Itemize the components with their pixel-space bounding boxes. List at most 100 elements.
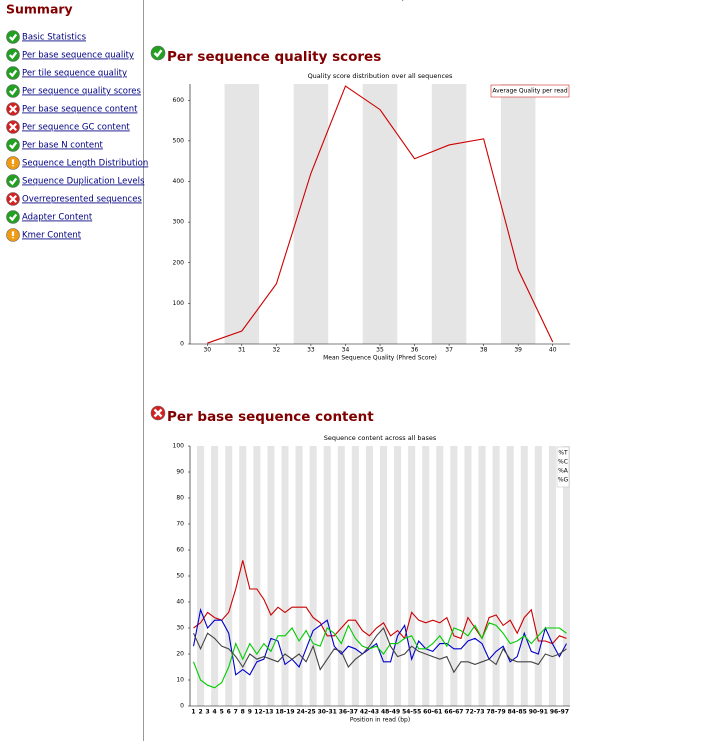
stripe xyxy=(431,84,467,344)
legend-entry: Average Quality per read xyxy=(492,88,567,95)
x-tick-label: 54-55 xyxy=(402,709,421,716)
icon-cross xyxy=(8,122,18,132)
x-tick-label: 8 xyxy=(241,709,245,716)
x-tick-label: 9 xyxy=(248,709,252,716)
x-tick-label: 7 xyxy=(234,709,238,716)
stripe xyxy=(224,84,260,344)
y-tick-label: 0 xyxy=(180,341,184,348)
summary-link[interactable]: Per tile sequence quality xyxy=(22,69,127,79)
stripe xyxy=(323,446,331,706)
stripe xyxy=(197,446,205,706)
x-tick-label: 34 xyxy=(342,347,350,354)
icon-cross xyxy=(153,408,163,418)
status-icon-pass xyxy=(6,84,20,98)
x-tick-label: 35 xyxy=(376,347,384,354)
stripe xyxy=(225,446,233,706)
stripe xyxy=(450,446,458,706)
stripe xyxy=(253,446,261,706)
legend-box xyxy=(556,446,570,488)
series-line xyxy=(193,626,567,674)
stripe xyxy=(500,84,536,344)
summary-link[interactable]: Basic Statistics xyxy=(22,33,87,43)
y-tick-label: 50 xyxy=(176,573,184,580)
x-tick-label: 60-61 xyxy=(423,709,442,716)
y-tick-label: 100 xyxy=(173,300,185,307)
icon-check xyxy=(8,33,18,42)
series-line xyxy=(193,622,567,689)
summary-link[interactable]: Adapter Content xyxy=(22,213,93,223)
stripe xyxy=(239,446,247,706)
y-tick-label: 400 xyxy=(173,178,185,185)
stripe xyxy=(548,446,556,706)
stripe xyxy=(295,446,303,706)
summary-link[interactable]: Sequence Duplication Levels xyxy=(22,177,145,187)
summary-link[interactable]: Sequence Length Distribution xyxy=(22,159,148,169)
summary-link[interactable]: Per sequence quality scores xyxy=(22,87,142,97)
stripe xyxy=(337,446,345,706)
icon-check xyxy=(8,69,18,78)
status-icon-fail xyxy=(6,192,20,206)
x-tick-label: 96-97 xyxy=(550,709,569,716)
stripe xyxy=(365,446,373,706)
summary-title: Summary xyxy=(6,2,73,17)
summary-link[interactable]: Per sequence GC content xyxy=(22,123,130,133)
section-heading: Per base sequence content xyxy=(167,409,374,425)
stripe xyxy=(506,446,514,706)
icon-check xyxy=(8,213,18,222)
legend-entry: %G xyxy=(558,477,569,484)
chart-title: Sequence content across all bases xyxy=(324,434,437,442)
icon-check xyxy=(8,87,18,96)
stripe xyxy=(464,446,472,706)
x-tick-label: 36-37 xyxy=(339,709,358,716)
icon-cross xyxy=(8,194,18,204)
y-tick-label: 30 xyxy=(176,625,184,632)
stripe xyxy=(520,446,528,706)
y-tick-label: 300 xyxy=(173,219,185,226)
x-tick-label: 18-19 xyxy=(275,709,294,716)
stripe xyxy=(422,446,430,706)
legend-entry: %C xyxy=(558,459,568,466)
y-tick-label: 100 xyxy=(173,443,185,450)
x-tick-label: 30-31 xyxy=(318,709,337,716)
icon-check xyxy=(8,177,18,186)
status-icon-pass xyxy=(6,66,20,80)
x-tick-label: 36 xyxy=(411,347,419,354)
x-axis-label: Mean Sequence Quality (Phred Score) xyxy=(323,355,437,362)
stripe xyxy=(478,446,486,706)
legend: %T %C %A %G xyxy=(556,446,570,488)
stripe xyxy=(351,446,359,706)
x-tick-label: 4 xyxy=(213,709,217,716)
status-icon-pass xyxy=(150,45,166,61)
y-tick-label: 500 xyxy=(173,137,185,144)
chart-title: Quality score distribution over all sequ… xyxy=(308,72,453,80)
x-tick-label: 5 xyxy=(220,709,224,716)
x-tick-label: 66-67 xyxy=(444,709,463,716)
y-tick-label: 80 xyxy=(176,495,184,502)
summary-link[interactable]: Per base N content xyxy=(22,141,103,151)
y-tick-label: 200 xyxy=(173,259,185,266)
x-tick-label: 12-13 xyxy=(254,709,273,716)
status-icon-fail xyxy=(150,405,166,421)
y-tick-label: 60 xyxy=(176,547,184,554)
y-tick-label: 600 xyxy=(173,97,185,104)
summary-link[interactable]: Per base sequence quality xyxy=(22,51,134,61)
x-tick-label: 84-85 xyxy=(508,709,527,716)
stripe xyxy=(293,84,329,344)
status-icon-fail xyxy=(6,120,20,134)
x-tick-label: 48-49 xyxy=(381,709,400,716)
legend-entry: %A xyxy=(558,468,569,475)
x-tick-label: 2 xyxy=(198,709,202,716)
stripe xyxy=(534,446,542,706)
status-icon-pass xyxy=(6,174,20,188)
summary-link[interactable]: Per base sequence content xyxy=(22,105,138,115)
summary-link[interactable]: Kmer Content xyxy=(22,231,82,241)
status-icon-warn xyxy=(6,156,20,170)
y-tick-label: 90 xyxy=(176,469,184,476)
x-tick-label: 42-43 xyxy=(360,709,379,716)
status-icon-fail xyxy=(6,102,20,116)
stripe xyxy=(362,84,398,344)
y-tick-label: 40 xyxy=(176,599,184,606)
summary-link[interactable]: Overrepresented sequences xyxy=(22,195,142,205)
legend-box xyxy=(490,84,570,98)
